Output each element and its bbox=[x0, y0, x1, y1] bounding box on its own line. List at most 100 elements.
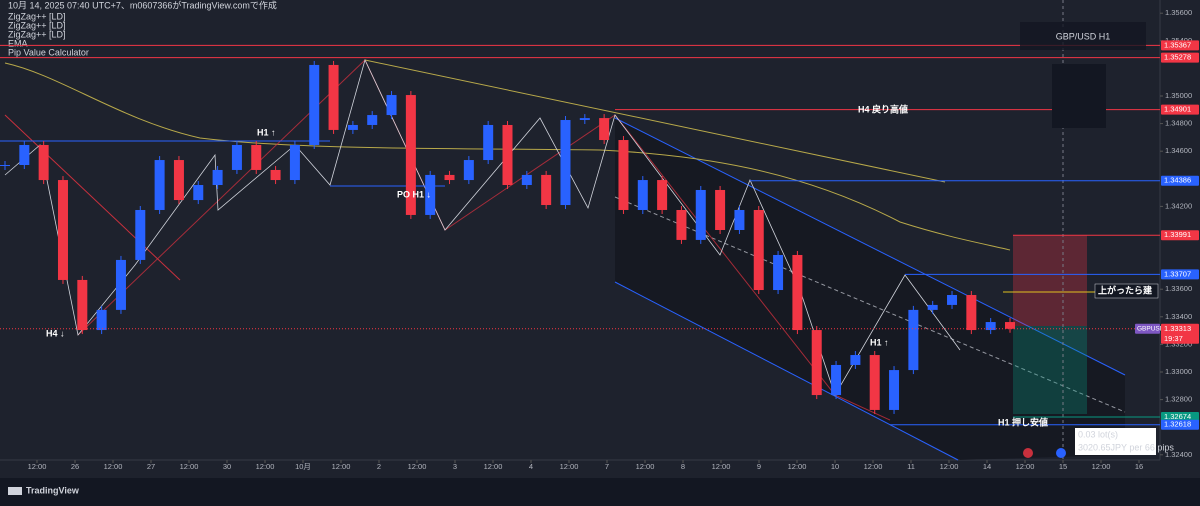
x-tick-label: 12:00 bbox=[788, 462, 807, 471]
footer-bar bbox=[0, 478, 1200, 506]
channel-top bbox=[614, 117, 1126, 376]
candle bbox=[676, 209, 687, 240]
candle bbox=[850, 355, 861, 365]
caption: 10月 14, 2025 07:40 UTC+7、m0607366がTradin… bbox=[8, 0, 277, 10]
candle bbox=[212, 169, 223, 186]
annotation: PO H1 ↓ bbox=[397, 189, 431, 199]
candle bbox=[463, 160, 474, 181]
x-tick-label: 12:00 bbox=[636, 462, 655, 471]
x-tick-label: 12:00 bbox=[712, 462, 731, 471]
candle bbox=[560, 120, 571, 206]
indicator-label: EMA bbox=[8, 38, 28, 48]
candle bbox=[19, 144, 30, 165]
candle bbox=[792, 254, 803, 331]
x-tick-label: 27 bbox=[147, 462, 155, 471]
event-icon[interactable] bbox=[1056, 448, 1066, 458]
price-tag bbox=[1161, 419, 1199, 430]
annotation: 上がったら建 bbox=[1098, 284, 1153, 295]
candle bbox=[173, 160, 184, 201]
indicator-label: ZigZag++ [LD] bbox=[8, 20, 66, 30]
price-tag bbox=[1161, 411, 1199, 422]
x-tick-label: 14 bbox=[983, 462, 991, 471]
x-tick-label: 12:00 bbox=[256, 462, 275, 471]
candle bbox=[695, 189, 706, 240]
stop-zone bbox=[1013, 235, 1087, 326]
event-icon[interactable] bbox=[1023, 448, 1033, 458]
price-tag-label: 1.35367 bbox=[1164, 40, 1191, 49]
y-tick-label: 1.33600 bbox=[1165, 284, 1192, 293]
y-tick-label: 1.35000 bbox=[1165, 91, 1192, 100]
symbol-title: GBP/USD H1 bbox=[1056, 31, 1111, 41]
candle bbox=[579, 118, 590, 121]
candle bbox=[502, 124, 513, 186]
red-trend bbox=[4, 114, 181, 281]
overlay: ZigZag++ [LD]ZigZag++ [LD]ZigZag++ [LD]E… bbox=[0, 8, 1199, 471]
candle bbox=[347, 124, 358, 130]
x-tick-label: 12:00 bbox=[104, 462, 123, 471]
price-tag bbox=[1161, 104, 1199, 115]
candle bbox=[657, 180, 668, 210]
candle bbox=[734, 209, 745, 230]
price-tag-label: 1.34386 bbox=[1164, 176, 1191, 185]
candle bbox=[483, 124, 494, 161]
candles bbox=[0, 60, 1015, 414]
x-tick-label: 30 bbox=[223, 462, 231, 471]
candle bbox=[96, 309, 107, 331]
x-tick-label: 4 bbox=[529, 462, 533, 471]
x-tick-label: 12:00 bbox=[28, 462, 47, 471]
candle bbox=[869, 355, 880, 410]
brand-logo bbox=[8, 487, 22, 495]
candle bbox=[831, 364, 842, 396]
price-tag-label: 1.35278 bbox=[1164, 53, 1191, 62]
x-tick-label: 12:00 bbox=[332, 462, 351, 471]
indicator-label: Pip Value Calculator bbox=[8, 47, 89, 57]
annotation-box bbox=[1094, 283, 1159, 299]
x-tick-label: 8 bbox=[681, 462, 685, 471]
y-tick-label: 1.33400 bbox=[1165, 312, 1192, 321]
candle bbox=[908, 309, 919, 371]
candle bbox=[773, 254, 784, 291]
annotation: H4 ↓ bbox=[46, 328, 65, 338]
price-tag-label: 1.32674 bbox=[1164, 412, 1191, 421]
annotation: H1 押し安値 bbox=[998, 416, 1048, 427]
candle bbox=[947, 294, 958, 305]
price-tag bbox=[1161, 230, 1199, 241]
target-zone bbox=[1013, 326, 1087, 414]
x-tick-label: 11 bbox=[907, 462, 915, 471]
candle bbox=[521, 174, 532, 186]
channel-bottom bbox=[614, 281, 959, 461]
y-tick-label: 1.34200 bbox=[1165, 201, 1192, 210]
x-tick-label: 10月 bbox=[295, 462, 311, 471]
candle bbox=[231, 144, 242, 170]
price-tag-label: 1.33991 bbox=[1164, 230, 1191, 239]
x-tick-label: 12:00 bbox=[484, 462, 503, 471]
price-tag-label: 1.32618 bbox=[1164, 420, 1191, 429]
candle bbox=[193, 185, 204, 201]
candle bbox=[637, 180, 648, 210]
candle bbox=[77, 279, 88, 331]
candle bbox=[811, 330, 822, 396]
indicator-label: ZigZag++ [LD] bbox=[8, 11, 66, 21]
x-tick-label: 15 bbox=[1059, 462, 1067, 471]
candle bbox=[386, 95, 397, 116]
y-tick-label: 1.35600 bbox=[1165, 8, 1192, 17]
x-tick-label: 3 bbox=[453, 462, 457, 471]
annotation: H1 ↑ bbox=[870, 337, 889, 347]
candle bbox=[541, 174, 552, 206]
candle bbox=[1005, 322, 1015, 329]
x-tick-label: 10 bbox=[831, 462, 839, 471]
candle bbox=[405, 95, 416, 215]
candle bbox=[715, 189, 726, 230]
candle bbox=[328, 64, 339, 130]
channel-fill bbox=[615, 118, 1125, 460]
candle bbox=[966, 294, 977, 331]
indicator-label: ZigZag++ [LD] bbox=[8, 29, 66, 39]
candle bbox=[753, 209, 764, 291]
candle bbox=[289, 144, 300, 181]
price-tag bbox=[1161, 52, 1199, 63]
x-tick-label: 12:00 bbox=[1016, 462, 1035, 471]
pip-value: 3020.65JPY per 66 pips bbox=[1078, 442, 1174, 452]
candle bbox=[444, 174, 455, 181]
x-tick-label: 16 bbox=[1135, 462, 1143, 471]
